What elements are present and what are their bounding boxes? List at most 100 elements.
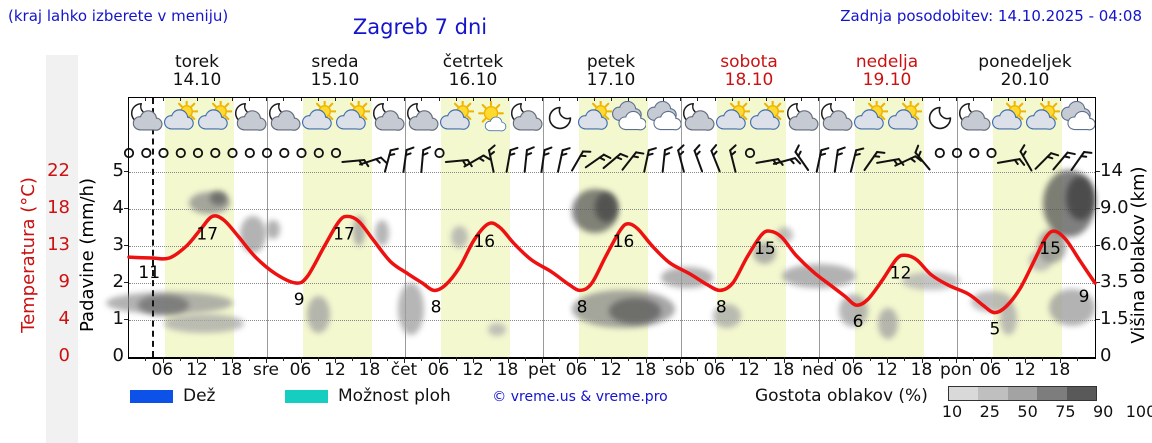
weather-icon-moon-cloud bbox=[819, 101, 853, 135]
bottom-tick bbox=[352, 357, 354, 361]
top-tick bbox=[283, 98, 285, 101]
weather-icon-sun-cloud bbox=[577, 99, 613, 135]
top-tick bbox=[352, 98, 354, 101]
temperature-point-label: 15 bbox=[1039, 239, 1061, 259]
top-tick bbox=[904, 98, 906, 101]
wind-barb-icon bbox=[794, 144, 810, 172]
bottom-tick bbox=[386, 357, 388, 361]
temperature-point-label: 8 bbox=[716, 297, 727, 317]
cloud-density-blob bbox=[594, 192, 618, 222]
day-name: sobota bbox=[720, 52, 778, 72]
wind-barb-icon bbox=[1034, 152, 1060, 170]
wind-barb-icon bbox=[677, 144, 685, 173]
showers-legend-label: Možnost ploh bbox=[338, 386, 451, 406]
hour-tick-label: 12 bbox=[600, 360, 622, 380]
bottom-tick bbox=[404, 357, 405, 363]
bottom-tick bbox=[662, 357, 664, 361]
wind-calm-icon bbox=[986, 147, 997, 159]
day-abbr-label: pon bbox=[940, 360, 972, 380]
hour-tick-label: 06 bbox=[565, 360, 588, 380]
temperature-point-label: 15 bbox=[754, 239, 776, 259]
wind-barb-icon bbox=[557, 147, 571, 173]
cloud-density-blob bbox=[163, 314, 244, 333]
temperature-tick-label: 18 bbox=[47, 197, 70, 218]
wind-calm-icon bbox=[951, 147, 963, 159]
wind-barb-icon bbox=[833, 146, 846, 173]
top-tick bbox=[835, 98, 837, 101]
bottom-tick bbox=[542, 357, 543, 363]
top-tick bbox=[317, 98, 319, 101]
day-name: ponedeljek bbox=[978, 52, 1072, 72]
top-tick bbox=[1025, 98, 1026, 101]
rain-legend-label: Dež bbox=[183, 386, 216, 406]
current-time-line bbox=[152, 98, 154, 357]
weather-icon-moon-cloud bbox=[267, 101, 301, 135]
hour-tick-label: 06 bbox=[841, 360, 864, 380]
top-tick bbox=[680, 98, 681, 101]
right-tick bbox=[1096, 319, 1100, 320]
top-tick bbox=[800, 98, 802, 101]
wind-barb-icon bbox=[914, 144, 931, 171]
cloud-density-blob bbox=[374, 220, 390, 246]
top-tick bbox=[369, 98, 371, 101]
colorbar-segment bbox=[1007, 387, 1038, 400]
weather-icon-moon-cloud bbox=[129, 101, 163, 135]
cloud-density-colorbar bbox=[948, 386, 1097, 401]
top-tick bbox=[300, 98, 302, 101]
colorbar-segment bbox=[978, 387, 1008, 400]
wind-calm-icon bbox=[261, 147, 273, 159]
credit-link[interactable]: © vreme.us & vreme.pro bbox=[492, 389, 668, 405]
temperature-point-label: 16 bbox=[473, 232, 495, 252]
bottom-tick bbox=[869, 357, 871, 361]
day-date: 14.10 bbox=[172, 70, 222, 90]
weather-icon-sun-cloud bbox=[853, 99, 889, 135]
top-tick bbox=[766, 98, 768, 101]
bottom-tick bbox=[628, 357, 630, 361]
cloud-density-blob bbox=[902, 271, 960, 291]
hour-tick-label: 18 bbox=[358, 360, 381, 380]
right-tick bbox=[1096, 208, 1100, 209]
top-tick bbox=[542, 98, 543, 101]
wind-barb-icon bbox=[602, 152, 629, 170]
day-separator bbox=[681, 98, 682, 357]
temperature-point-label: 5 bbox=[989, 320, 1000, 340]
bottom-tick bbox=[421, 357, 423, 361]
precipitation-tick-label: 4 bbox=[112, 197, 124, 218]
bottom-tick bbox=[973, 357, 975, 361]
wind-barb-icon bbox=[359, 156, 388, 166]
top-tick bbox=[956, 98, 957, 101]
temperature-curve-layer: 11 17 9 17 8 16 8 16 8 15 6 12 5 15 9 bbox=[127, 214, 1097, 340]
hour-tick-label: 18 bbox=[1048, 360, 1071, 380]
top-tick bbox=[749, 98, 750, 101]
precipitation-tick-label: 0 bbox=[112, 345, 124, 366]
hour-tick-label: 18 bbox=[910, 360, 933, 380]
weather-icon-moon-cloud bbox=[405, 101, 439, 135]
left-tick bbox=[124, 282, 128, 283]
bottom-tick bbox=[369, 357, 371, 363]
colorbar-tick-label: 25 bbox=[979, 402, 1000, 421]
weather-icon-sun-cloud bbox=[439, 99, 475, 135]
bottom-tick bbox=[938, 357, 940, 361]
weather-icon-sun-small-cloud bbox=[474, 100, 508, 135]
left-gray-strip bbox=[46, 55, 78, 443]
day-separator bbox=[957, 98, 958, 357]
hour-tick-label: 06 bbox=[151, 360, 174, 380]
wind-barb-icon bbox=[463, 154, 491, 168]
hour-tick-label: 12 bbox=[876, 360, 898, 380]
cloud-height-tick-label: 6.0 bbox=[1100, 234, 1129, 255]
left-tick bbox=[124, 208, 128, 209]
wind-calm-icon bbox=[330, 147, 342, 159]
cloud-density-blob bbox=[353, 216, 365, 246]
top-tick bbox=[455, 98, 457, 101]
bottom-tick bbox=[283, 357, 285, 361]
colorbar-tick-label: 100 bbox=[1125, 402, 1152, 421]
top-tick bbox=[990, 98, 992, 101]
cloud-height-tick-label: 3.5 bbox=[1100, 271, 1129, 292]
bottom-tick bbox=[317, 357, 319, 361]
hour-tick-label: 06 bbox=[979, 360, 1002, 380]
bottom-tick bbox=[818, 357, 819, 363]
wind-calm-icon bbox=[192, 147, 204, 159]
cloud-density-blob bbox=[609, 297, 661, 324]
top-tick bbox=[611, 98, 612, 101]
top-tick bbox=[248, 98, 250, 101]
